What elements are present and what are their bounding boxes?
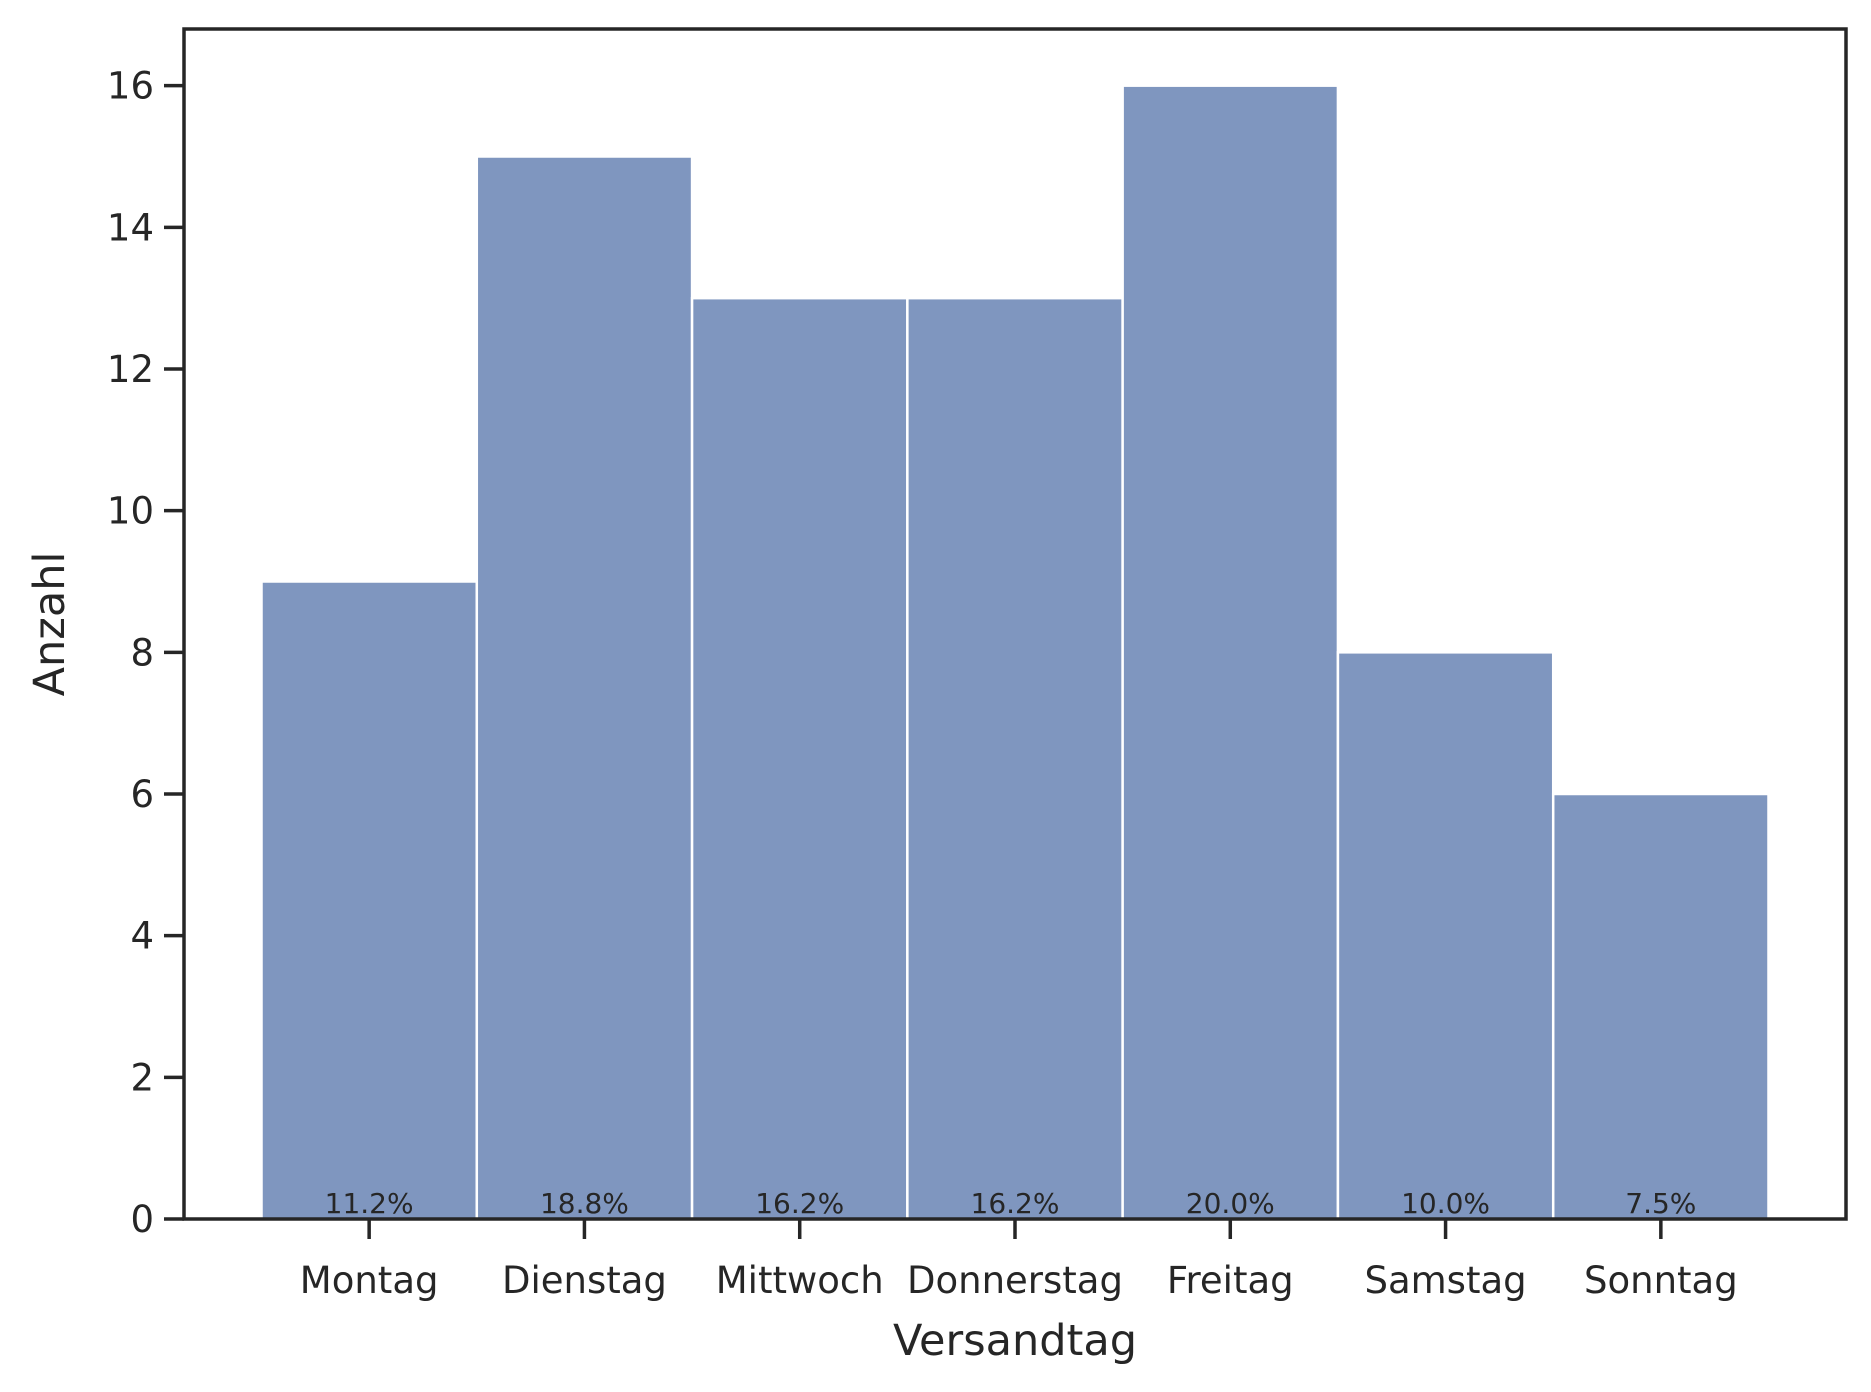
y-tick-label-0: 0	[130, 1198, 154, 1241]
data-label-montag: 11.2%	[325, 1187, 414, 1220]
y-tick-label-16: 16	[107, 65, 154, 108]
bar-sonntag	[1551, 792, 1770, 1221]
x-axis-title: Versandtag	[893, 1316, 1137, 1366]
bar-montag	[260, 580, 479, 1221]
y-tick-label-10: 10	[107, 490, 154, 533]
bar-donnerstag	[906, 296, 1124, 1221]
x-axis: Montag Dienstag Mittwoch Donnerstag Freitag S…	[300, 1219, 1738, 1302]
y-tick-label-12: 12	[107, 348, 154, 391]
y-tick-label-14: 14	[107, 206, 154, 249]
data-label-samstag: 10.0%	[1401, 1187, 1490, 1220]
y-tick-label-6: 6	[130, 773, 154, 816]
bar-mittwoch	[690, 296, 909, 1221]
y-axis-title: Anzahl	[25, 552, 75, 697]
bar-freitag	[1121, 84, 1340, 1221]
bar-samstag	[1336, 651, 1555, 1221]
bars-layer	[260, 84, 1770, 1221]
y-tick-label-4: 4	[130, 915, 154, 958]
x-tick-label-dienstag: Dienstag	[502, 1259, 667, 1302]
x-tick-label-samstag: Samstag	[1364, 1259, 1526, 1302]
data-labels-layer: 11.2% 18.8% 16.2% 16.2% 20.0% 10.0% 7.5%	[325, 1187, 1697, 1220]
y-tick-label-8: 8	[130, 631, 154, 674]
data-label-donnerstag: 16.2%	[971, 1187, 1060, 1220]
x-tick-label-freitag: Freitag	[1167, 1259, 1294, 1302]
x-tick-label-montag: Montag	[300, 1259, 439, 1302]
x-tick-label-sonntag: Sonntag	[1584, 1259, 1738, 1302]
x-tick-label-mittwoch: Mittwoch	[716, 1259, 884, 1302]
data-label-dienstag: 18.8%	[540, 1187, 629, 1220]
y-tick-label-2: 2	[130, 1056, 154, 1099]
data-label-sonntag: 7.5%	[1625, 1187, 1696, 1220]
x-tick-label-donnerstag: Donnerstag	[907, 1259, 1123, 1302]
bar-dienstag	[475, 155, 694, 1221]
y-axis: 0 2 4 6 8 10 12 14 16	[107, 65, 184, 1241]
data-label-mittwoch: 16.2%	[755, 1187, 844, 1220]
data-label-freitag: 20.0%	[1186, 1187, 1275, 1220]
